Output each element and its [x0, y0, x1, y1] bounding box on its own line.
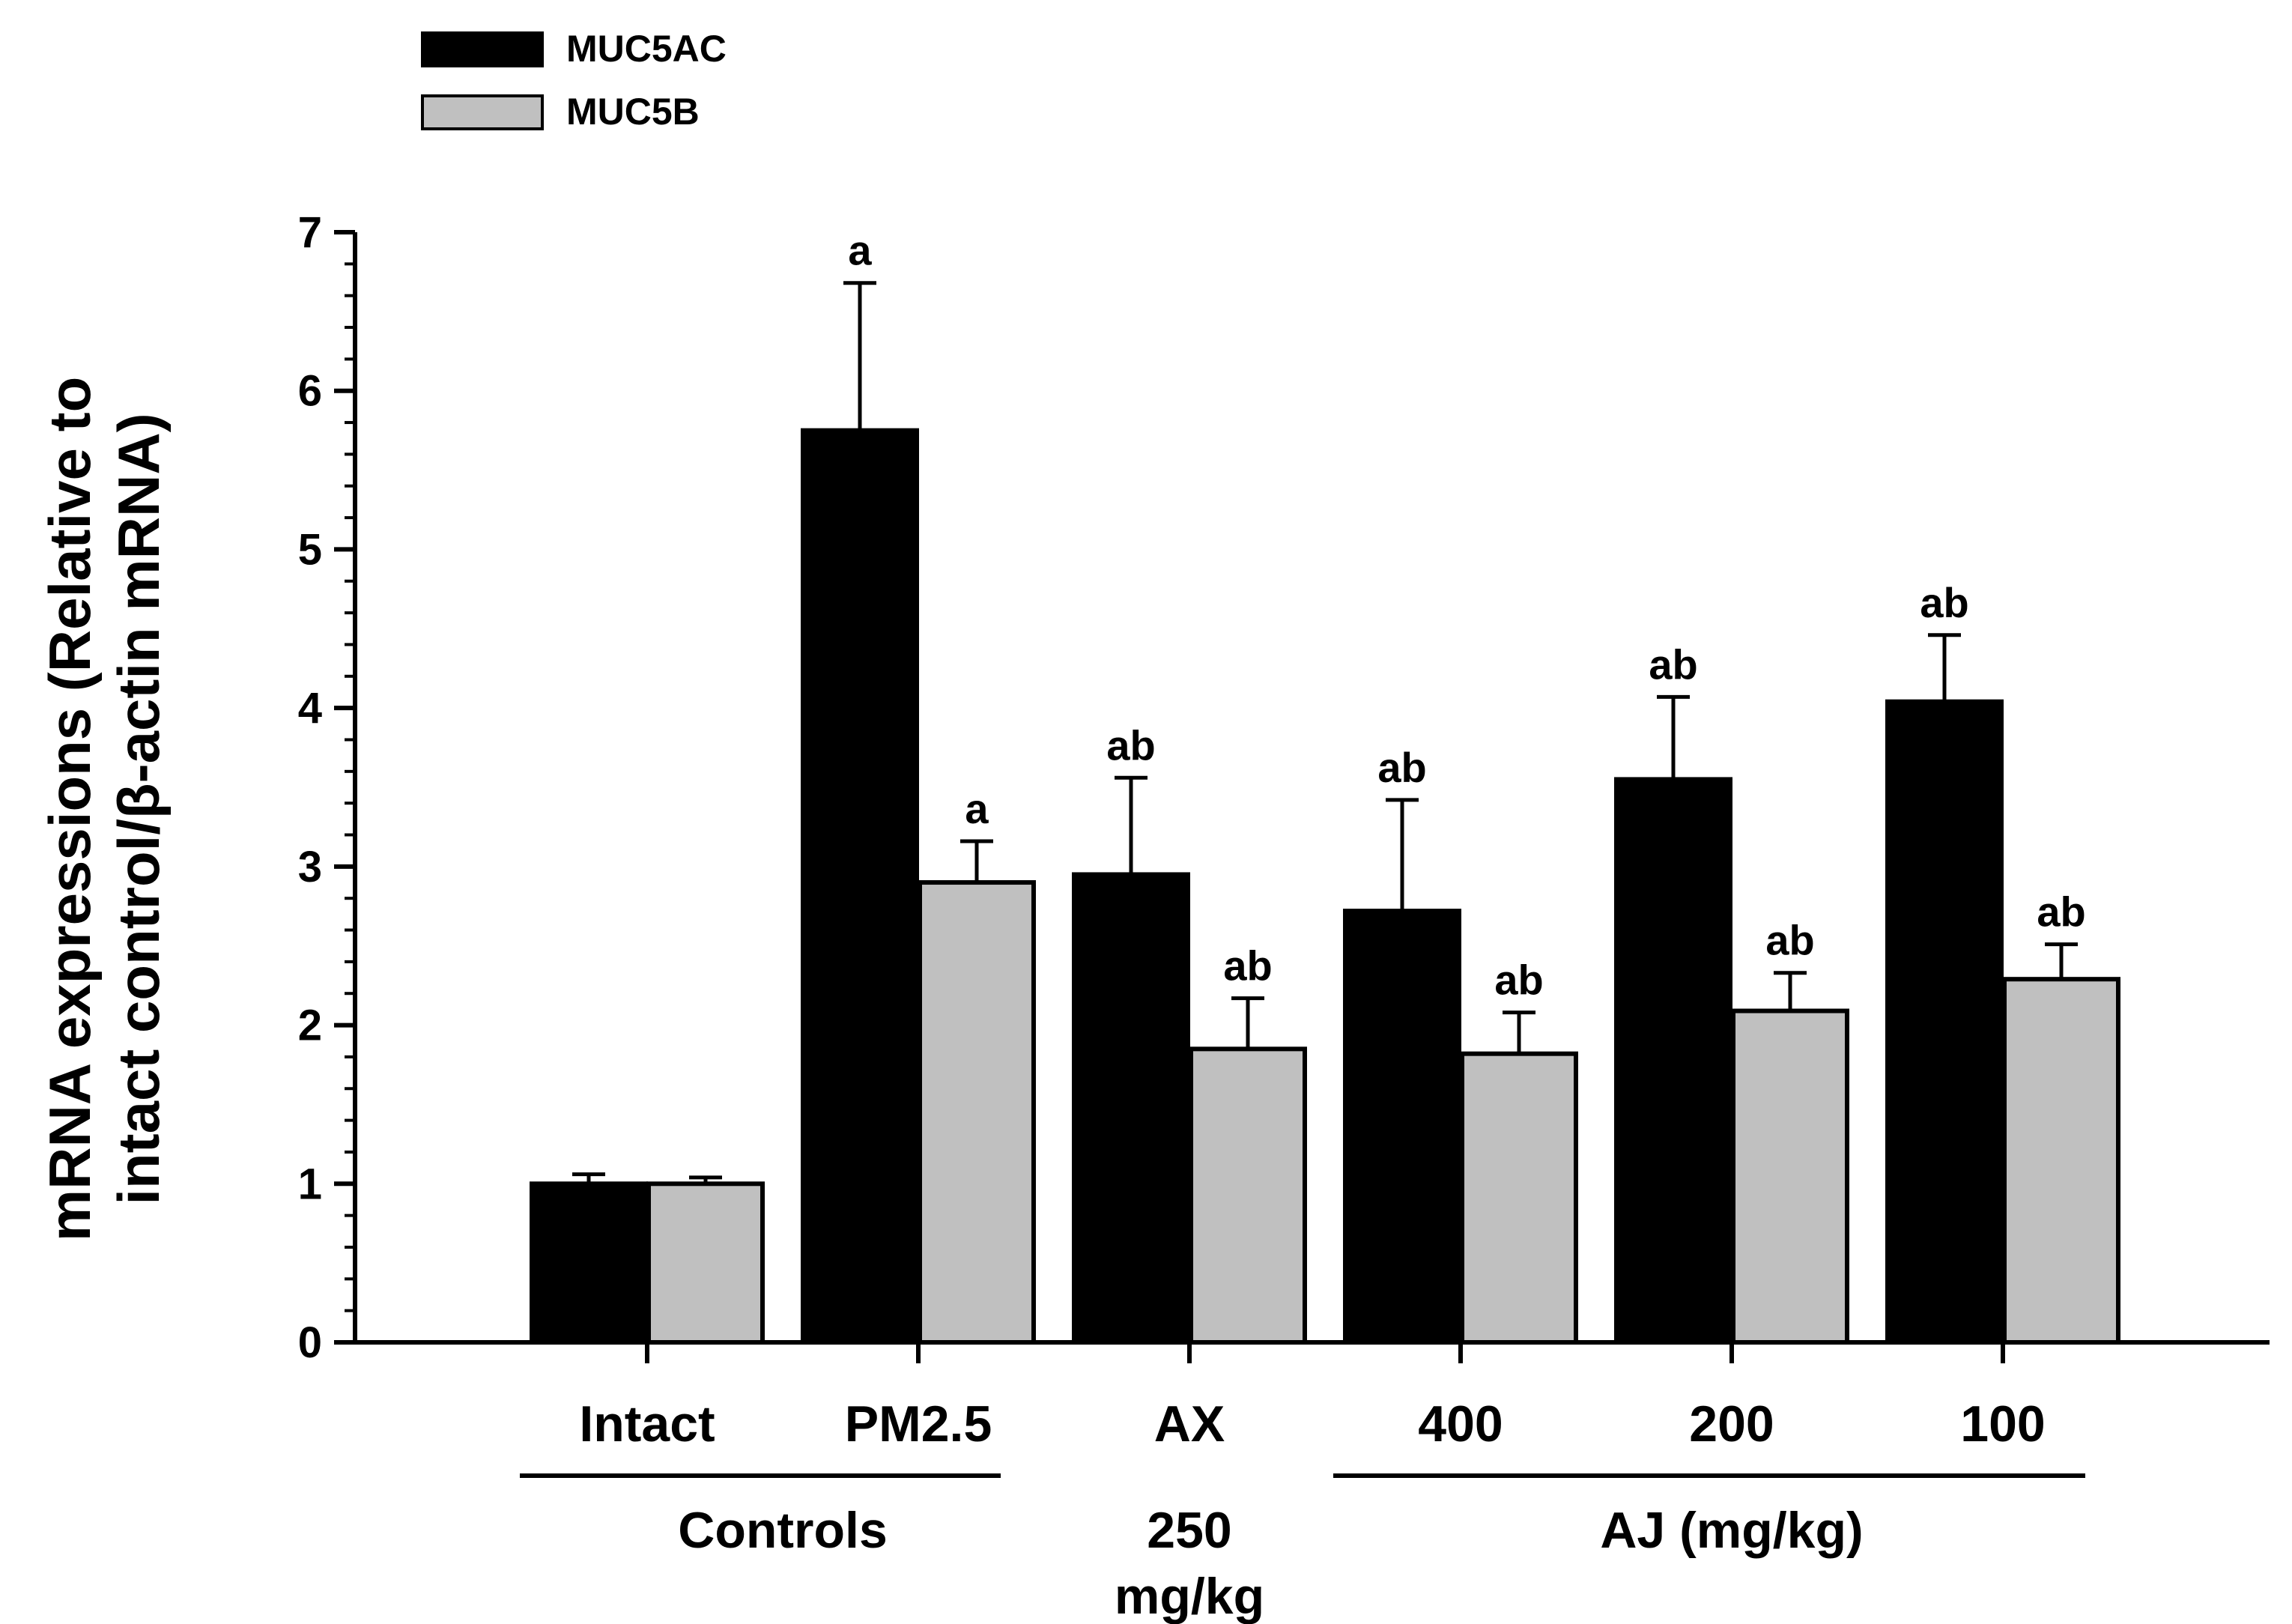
legend-label-muc5b: MUC5B: [566, 91, 700, 133]
group-label: Controls: [678, 1502, 888, 1559]
legend-label-muc5ac: MUC5AC: [566, 28, 727, 70]
y-tick-label: 2: [298, 1002, 322, 1050]
y-axis-title: mRNA expressions (Relative to intact con…: [37, 377, 172, 1241]
category-label: 100: [1960, 1396, 2045, 1452]
group-label: mg/kg: [1115, 1568, 1264, 1624]
y-tick-label: 4: [298, 684, 322, 733]
y-axis-title-line2: intact control/β-actin mRNA): [106, 413, 172, 1205]
significance-label: ab: [2037, 888, 2085, 936]
significance-label: ab: [1223, 942, 1272, 990]
bar-muc5ac-2: [1072, 872, 1190, 1345]
significance-label: ab: [1920, 579, 1968, 626]
significance-label: ab: [1377, 744, 1426, 791]
y-tick-label: 6: [298, 367, 322, 416]
y-tick-label: 1: [298, 1160, 322, 1208]
group-label: AJ (mg/kg): [1600, 1502, 1863, 1559]
legend-swatch-muc5ac: [421, 31, 544, 67]
bar-muc5b-4: [1731, 1008, 1849, 1345]
significance-label: ab: [1765, 917, 1814, 964]
significance-label: ab: [1106, 721, 1155, 769]
bar-muc5ac-0: [530, 1181, 648, 1345]
significance-label: a: [965, 785, 989, 832]
y-tick-label: 7: [298, 208, 322, 257]
legend-swatch-muc5b: [421, 94, 544, 130]
category-label: AX: [1154, 1396, 1225, 1452]
category-label: 200: [1689, 1396, 1774, 1452]
bar-muc5b-0: [646, 1181, 765, 1345]
category-label: PM2.5: [845, 1396, 992, 1452]
category-labels: Intact PM2.5 AX 400 200 100 Controls 250 mg/kg AJ…: [520, 1396, 2085, 1624]
significance-label: a: [848, 227, 872, 274]
group-label: 250: [1147, 1502, 1231, 1559]
y-tick-label: 3: [298, 843, 322, 891]
bar-muc5ac-1: [801, 428, 919, 1345]
legend: MUC5AC MUC5B: [421, 28, 727, 133]
significance-label: ab: [1649, 640, 1697, 688]
category-label: 400: [1418, 1396, 1503, 1452]
bar-muc5ac-3: [1343, 909, 1461, 1345]
bar-muc5ac-4: [1614, 777, 1732, 1345]
y-axis-title-line1: mRNA expressions (Relative to: [37, 377, 103, 1241]
bar-muc5b-1: [918, 880, 1036, 1345]
significance-label: ab: [1494, 957, 1543, 1004]
bar-muc5b-5: [2002, 977, 2120, 1345]
bar-muc5b-3: [1460, 1051, 1578, 1345]
category-label: Intact: [579, 1396, 715, 1452]
y-tick-label: 5: [298, 525, 322, 574]
y-tick-label: 0: [298, 1318, 322, 1367]
bar-muc5ac-5: [1885, 699, 2004, 1345]
bar-muc5b-2: [1189, 1046, 1307, 1345]
bars: a ab ab ab ab a ab ab ab ab: [530, 227, 2120, 1345]
